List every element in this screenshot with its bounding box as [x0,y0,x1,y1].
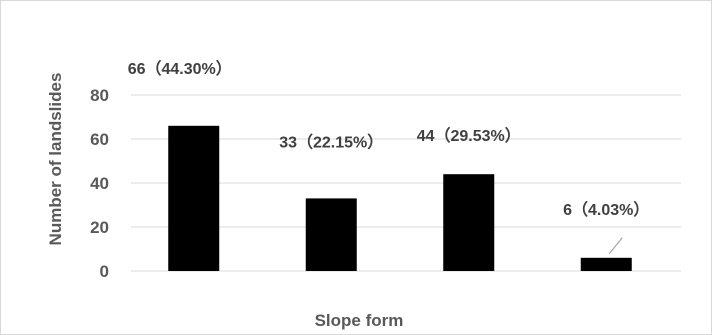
bar [168,125,220,271]
y-tick-label: 0 [100,262,109,281]
data-labels: 66（44.30%） 33（22.15%） 44（29.53%） 6（4.03%） [128,60,650,219]
y-axis-ticks: 0 20 40 60 80 [90,86,109,281]
data-label: 33（22.15%） [279,133,383,151]
y-tick-label: 60 [90,130,109,149]
y-tick-label: 80 [90,86,109,105]
bar [443,174,495,271]
leader-lines [608,237,623,255]
bar [305,198,357,271]
bar [580,257,632,271]
bars [168,125,632,271]
data-label: 66（44.30%） [128,60,232,78]
y-tick-label: 20 [90,218,109,237]
y-axis-title: Number of landslides [46,73,65,246]
data-label: 6（4.03%） [563,201,649,219]
data-label: 44（29.53%） [417,127,521,145]
leader-line [608,237,623,255]
y-tick-label: 40 [90,174,109,193]
x-axis-title: Slope form [315,311,404,330]
